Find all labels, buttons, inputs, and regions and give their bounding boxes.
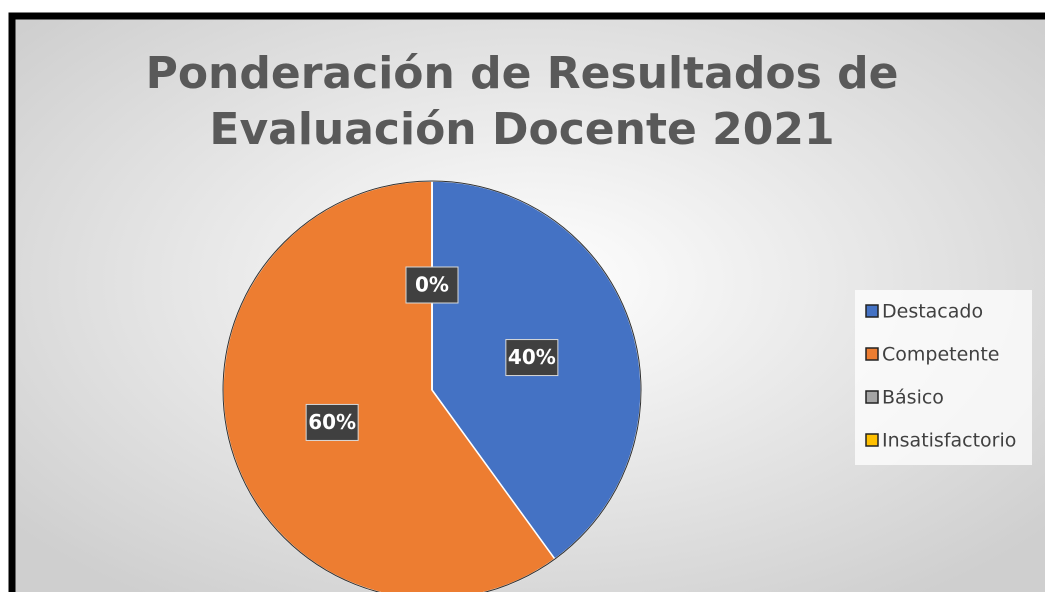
data-label-text: 60% [308, 410, 356, 434]
data-label-text: 0% [415, 273, 449, 297]
pie-outline [222, 180, 642, 592]
legend-swatch [865, 304, 879, 318]
legend-label: Competente [882, 344, 999, 366]
data-label-box [505, 339, 559, 377]
data-label-box [305, 403, 359, 441]
legend-label: Destacado [882, 301, 983, 323]
data-label-text: 40% [508, 345, 556, 369]
chart-title: Ponderación de Resultados de Evaluación D… [146, 48, 899, 155]
legend [855, 290, 1032, 465]
data-label: 60% [305, 403, 359, 441]
data-label-box [405, 266, 459, 304]
data-label: 40% [505, 339, 559, 377]
legend-swatch [865, 347, 879, 361]
legend-label: Básico [882, 387, 944, 409]
data-label: 0% [405, 266, 459, 304]
legend-swatch [865, 433, 879, 447]
legend-label: Insatisfactorio [882, 430, 1016, 452]
legend-swatch [865, 390, 879, 404]
